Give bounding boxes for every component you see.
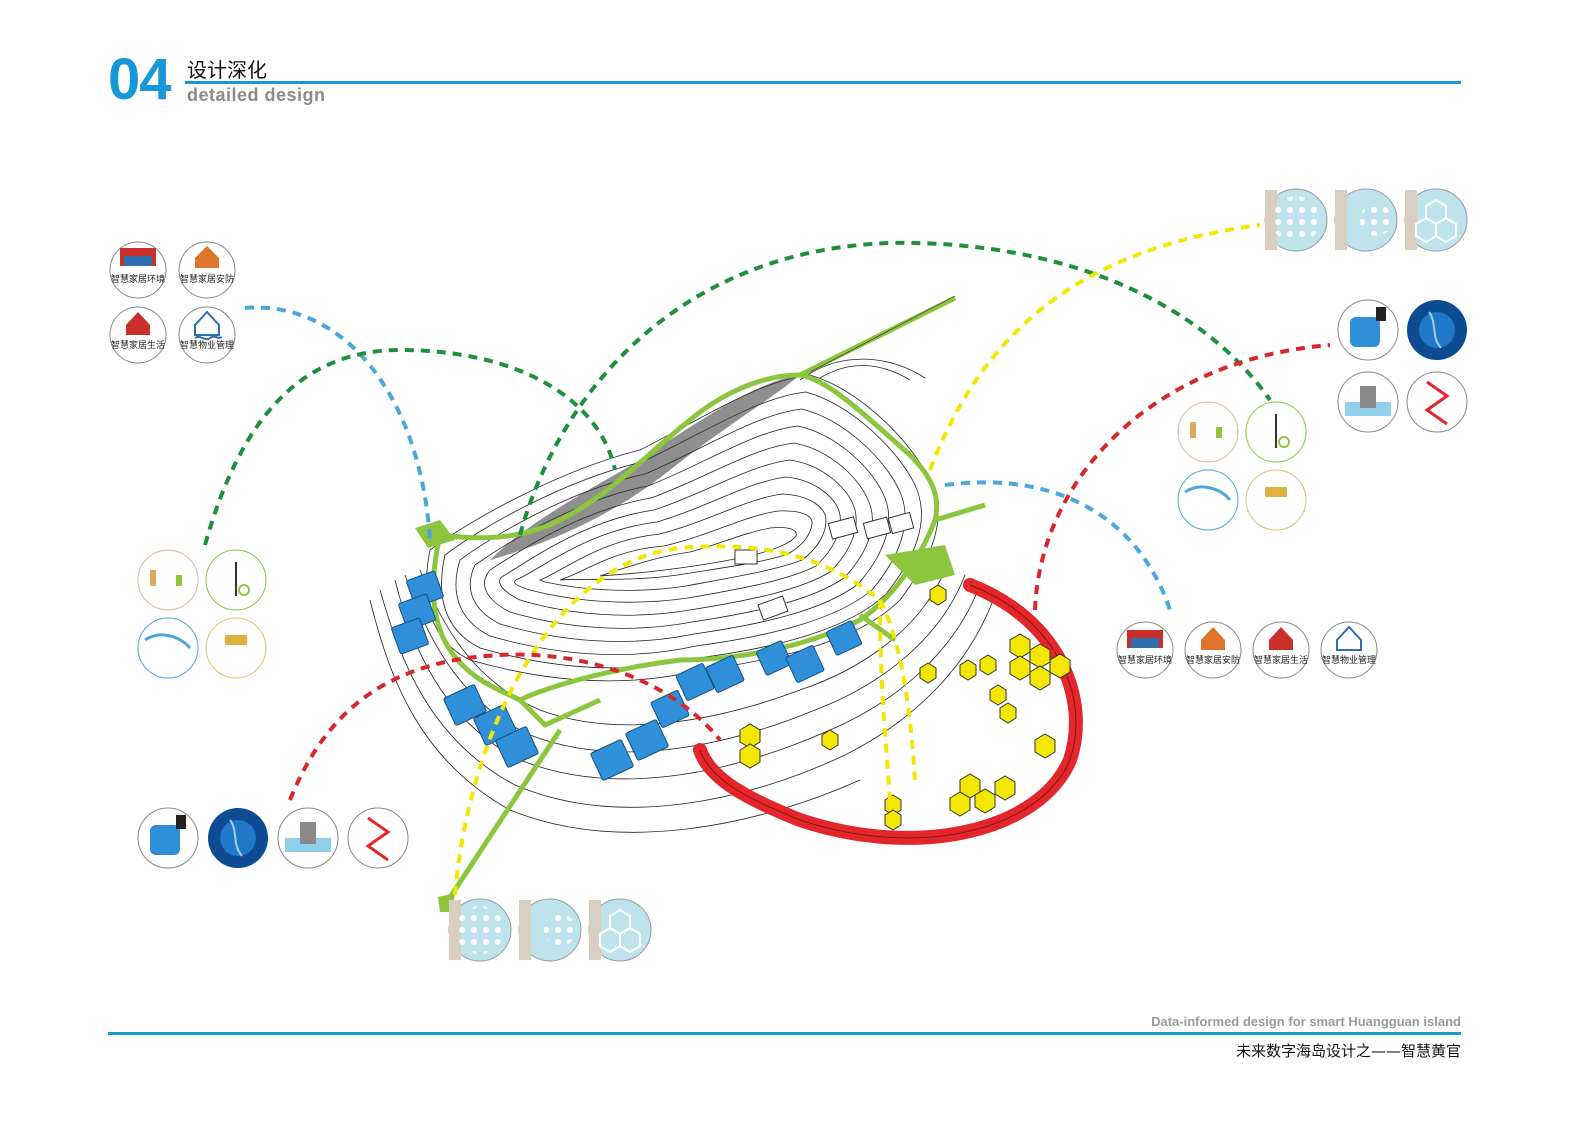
utility-group-left (137, 549, 267, 679)
header-rule (185, 81, 1461, 84)
smart-home-group-right: 智慧家居环境 智慧家居安防 智慧家居生活 智慧物业管理 (1116, 621, 1378, 679)
svg-text:智慧物业管理: 智慧物业管理 (1322, 654, 1376, 666)
white-buildings (734, 511, 915, 621)
svg-text:智慧家居环境: 智慧家居环境 (111, 273, 165, 285)
pattern-group-bottom (448, 898, 652, 962)
svg-text:智慧家居环境: 智慧家居环境 (1118, 654, 1172, 666)
green-walkway (430, 295, 986, 907)
pattern-group-top (1264, 188, 1468, 252)
utility-group-right (1177, 401, 1307, 531)
svg-text:智慧家居生活: 智慧家居生活 (111, 339, 165, 351)
green-pier-nw (415, 520, 455, 548)
blue-houses (391, 570, 863, 781)
footer-subtitle: Data-informed design for smart Huangguan… (1151, 1014, 1461, 1029)
section-title: 设计深化 (187, 58, 267, 82)
section-number: 04 (108, 47, 172, 112)
hexagon-modules (739, 584, 1071, 831)
svg-text:智慧家居生活: 智慧家居生活 (1254, 654, 1308, 666)
pier-rail (809, 295, 956, 373)
svg-text:智慧家居安防: 智慧家居安防 (180, 273, 234, 285)
ocean-tech-group-left (137, 807, 409, 869)
smart-home-group-left: 智慧家居环境 智慧家居安防 智慧家居生活 智慧物业管理 (109, 241, 236, 364)
svg-text:智慧家居安防: 智慧家居安防 (1186, 654, 1240, 666)
section-subtitle: detailed design (187, 85, 326, 105)
ocean-tech-group-right (1337, 299, 1468, 433)
island-topography (369, 358, 996, 833)
svg-text:智慧物业管理: 智慧物业管理 (180, 339, 234, 351)
green-plaza (885, 545, 955, 585)
connector-lines (203, 223, 1331, 896)
footer-rule (108, 1032, 1461, 1035)
footer-title: 未来数字海岛设计之——智慧黄官 (1235, 1042, 1461, 1060)
